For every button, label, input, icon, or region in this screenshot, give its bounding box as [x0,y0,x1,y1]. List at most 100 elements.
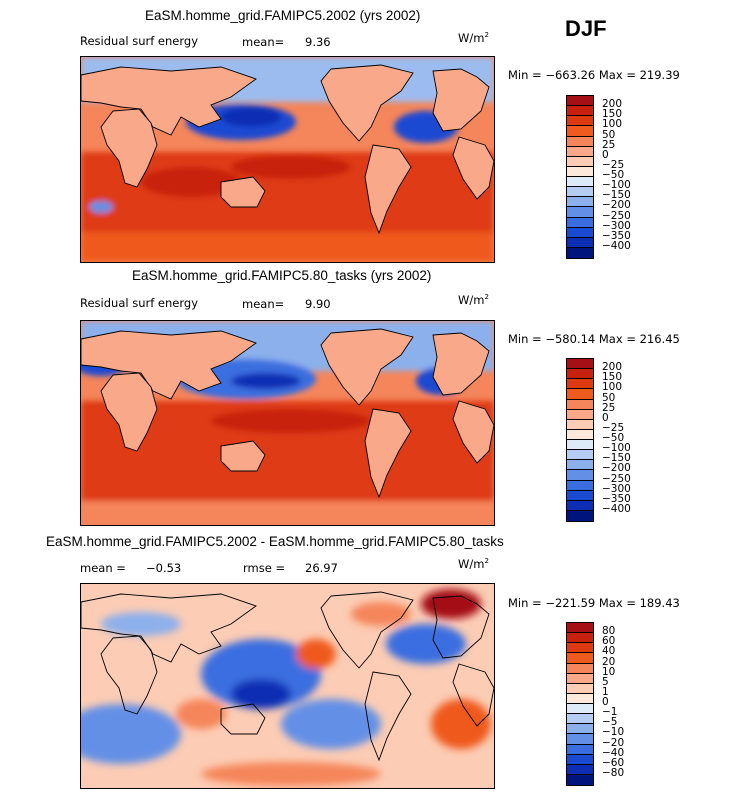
colorbar-tick-label: 50 [602,391,616,404]
colorbar-swatch [567,623,593,634]
panel1-variable: Residual surf energy [80,34,199,48]
colorbar-tick-label: −50 [602,432,625,444]
panel1-title: EaSM.homme_grid.FAMIPC5.2002 (yrs 2002) [145,8,421,23]
colorbar-swatch [567,653,593,664]
colorbar-swatch [567,409,593,420]
colorbar-swatch [567,369,593,380]
panel1-minmax: Min = −663.26 Max = 219.39 [508,68,680,82]
panel1-map [80,56,495,263]
colorbar-swatch [567,764,593,775]
colorbar-swatch [567,693,593,704]
colorbar-tick-label: 200 [602,361,623,374]
colorbar-tick-label: 20 [602,655,616,668]
colorbar-tick-label: 50 [602,128,616,141]
colorbar-swatch [567,490,593,501]
colorbar-swatch [567,734,593,745]
colorbar-tick-label: −400 [602,239,631,252]
panel3-colorbar-ticks: 80 60 40 20 10 5 1 0 −1 −5 −10 −20 −40 −60 −80 [602,622,642,784]
panel2-units: W/m2 [458,293,489,307]
colorbar-swatch [567,399,593,410]
colorbar-swatch [567,714,593,725]
colorbar-swatch [567,419,593,430]
panel2-title: EaSM.homme_grid.FAMIPC5.80_tasks (yrs 20… [132,268,432,283]
colorbar-swatch [567,510,593,521]
panel2-variable: Residual surf energy [80,296,199,310]
colorbar-swatch [567,429,593,440]
colorbar-swatch [567,207,593,218]
colorbar-tick-label: −100 [602,179,631,192]
colorbar-tick-label: −250 [602,209,631,222]
colorbar-tick-label: −5 [602,716,618,729]
colorbar-tick-label: −250 [602,472,631,485]
colorbar-tick-label: −150 [602,452,631,465]
panel3-mean-value: −0.53 [146,561,182,575]
colorbar-swatch [567,96,593,107]
colorbar-tick-label: 100 [602,381,623,394]
colorbar-tick-label: 0 [602,411,609,424]
colorbar-swatch [567,217,593,228]
panel3-colorbar [566,622,594,786]
panel3-title: EaSM.homme_grid.FAMIPC5.2002 - EaSM.homm… [46,534,504,549]
colorbar-tick-label: −20 [602,736,625,749]
colorbar-swatch [567,480,593,491]
colorbar-swatch [567,724,593,735]
colorbar-swatch [567,379,593,390]
colorbar-tick-label: −350 [602,229,631,242]
colorbar-swatch [567,643,593,654]
colorbar-swatch [567,663,593,674]
colorbar-tick-label: 10 [602,665,616,678]
colorbar-tick-label: −300 [602,219,631,232]
colorbar-swatch [567,704,593,715]
panel3-units: W/m2 [458,557,489,571]
panel1-colorbar [566,95,594,259]
colorbar-swatch [567,673,593,684]
panel1-colorbar-ticks: 200 150 100 50 25 0 −25 −50 −100 −150 −200 −250 −300… [602,95,642,257]
colorbar-swatch [567,460,593,471]
colorbar-tick-label: −200 [602,199,631,212]
colorbar-swatch [567,187,593,198]
panel2-mean-value: 9.90 [305,297,331,311]
colorbar-tick-label: −25 [602,158,625,171]
colorbar-tick-label: 25 [602,138,616,151]
colorbar-swatch [567,146,593,157]
colorbar-tick-label: 200 [602,98,623,111]
colorbar-tick-label: 0 [602,148,609,161]
panel2-minmax: Min = −580.14 Max = 216.45 [508,332,680,346]
panel2-colorbar [566,358,594,522]
colorbar-swatch [567,754,593,765]
colorbar-tick-label: 150 [602,108,623,121]
colorbar-swatch [567,470,593,481]
colorbar-swatch [567,683,593,694]
colorbar-tick-label: −200 [602,462,631,475]
panel3-map [80,583,495,789]
panel2-map-svg [81,321,494,525]
colorbar-swatch [567,774,593,785]
colorbar-swatch [567,237,593,248]
colorbar-swatch [567,106,593,117]
colorbar-swatch [567,166,593,177]
panel1-mean-value: 9.36 [305,35,331,49]
panel3-map-svg [81,584,494,788]
colorbar-tick-label: 60 [602,635,616,648]
colorbar-tick-label: 5 [602,675,609,688]
colorbar-swatch [567,440,593,451]
colorbar-swatch [567,197,593,208]
colorbar-tick-label: −40 [602,746,625,759]
panel3-rmse-label: rmse = [243,561,286,575]
colorbar-swatch [567,247,593,258]
panel1-mean-label: mean= [242,35,285,49]
colorbar-tick-label: 40 [602,645,616,658]
colorbar-swatch [567,116,593,127]
colorbar-tick-label: 150 [602,371,623,384]
panel3-mean-label: mean = [80,561,126,575]
colorbar-swatch [567,633,593,644]
colorbar-tick-label: −10 [602,726,625,739]
colorbar-tick-label: −300 [602,482,631,495]
colorbar-swatch [567,177,593,188]
colorbar-tick-label: 25 [602,401,616,414]
colorbar-tick-label: −50 [602,169,625,181]
colorbar-tick-label: −400 [602,502,631,515]
panel2-colorbar-ticks: 200 150 100 50 25 0 −25 −50 −100 −150 −200 −250 −300… [602,358,642,520]
panel1-map-svg [81,57,494,262]
colorbar-tick-label: −150 [602,189,631,202]
